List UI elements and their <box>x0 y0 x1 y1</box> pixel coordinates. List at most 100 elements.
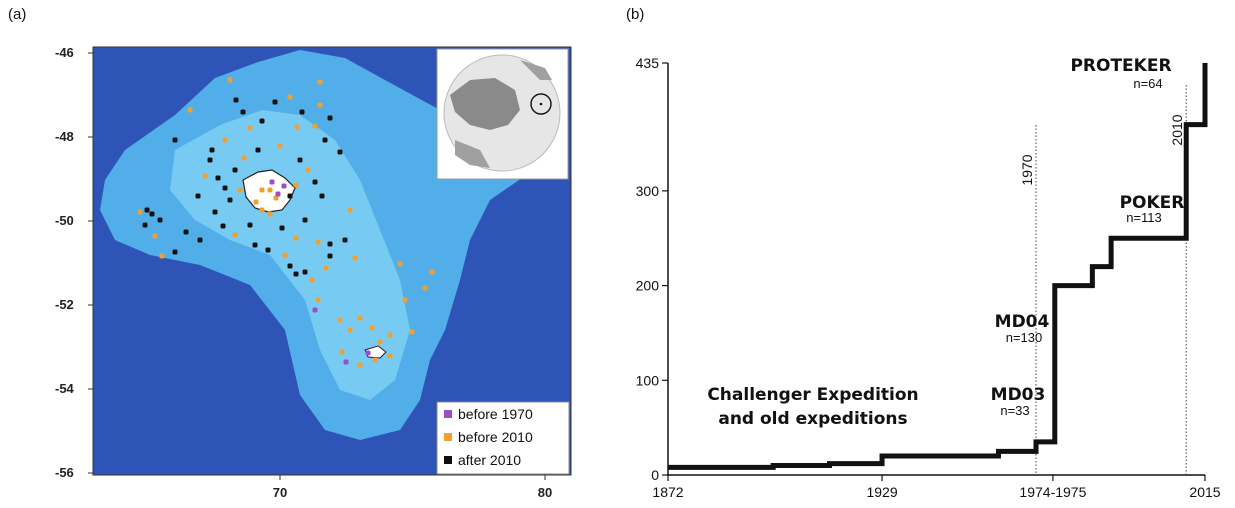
station-dot <box>287 263 293 269</box>
station-dot <box>277 143 283 149</box>
station-dot <box>269 179 275 185</box>
station-dot <box>259 118 265 124</box>
station-dot <box>387 332 393 338</box>
legend-label-after-2010: after 2010 <box>458 452 521 468</box>
station-dot <box>222 185 228 191</box>
station-dot <box>232 167 238 173</box>
station-dot <box>293 182 299 188</box>
station-dot <box>312 123 318 129</box>
station-dot <box>240 109 246 115</box>
station-dot <box>157 217 163 223</box>
station-dot <box>365 350 371 356</box>
panel-a-letter: (a) <box>8 6 27 23</box>
station-dot <box>137 209 143 215</box>
label-challenger-line1: Challenger Expedition <box>707 385 918 405</box>
map-legend: before 1970 before 2010 after 2010 <box>436 401 570 475</box>
station-dot <box>142 222 148 228</box>
station-dot <box>323 265 329 271</box>
station-dot <box>241 155 247 161</box>
station-dot <box>343 359 349 365</box>
station-dot <box>347 207 353 213</box>
label-md04: MD04 <box>995 312 1050 332</box>
station-dot <box>195 193 201 199</box>
station-dot <box>327 241 333 247</box>
station-dot <box>287 94 293 100</box>
station-dot <box>372 357 378 363</box>
station-dot <box>317 102 323 108</box>
location-circle-icon <box>530 93 552 115</box>
legend-swatch-before-2010 <box>444 433 452 441</box>
station-dot <box>209 147 215 153</box>
heard-island <box>364 345 387 359</box>
station-dot <box>377 339 383 345</box>
station-dot <box>281 183 287 189</box>
cumulative-step-line <box>668 63 1208 470</box>
station-dot <box>247 125 253 131</box>
map-y-tick-label: -56 <box>55 465 74 480</box>
station-dot <box>202 173 208 179</box>
x-tick-label: 2015 <box>1189 484 1220 500</box>
station-dot <box>409 329 415 335</box>
station-dot <box>357 315 363 321</box>
station-dot <box>149 211 155 217</box>
map-x-tick-label: 80 <box>538 485 552 500</box>
station-dot <box>215 175 221 181</box>
y-tick-label: 435 <box>636 55 660 71</box>
station-dot <box>327 115 333 121</box>
reference-vline-label: 2010 <box>1169 114 1185 145</box>
station-dot <box>275 191 281 197</box>
station-dot <box>273 195 279 201</box>
station-dot <box>172 249 178 255</box>
y-tick-label: 200 <box>636 278 660 294</box>
station-dot <box>220 223 226 229</box>
panel-b-letter: (b) <box>626 6 645 23</box>
station-dot <box>159 253 165 259</box>
station-dot <box>339 349 345 355</box>
station-dot <box>397 261 403 267</box>
reference-vline-label: 1970 <box>1019 154 1035 185</box>
label-challenger-line2: and old expeditions <box>718 409 907 429</box>
station-dot <box>312 307 318 313</box>
station-dot <box>252 242 258 248</box>
map-frame <box>92 46 572 476</box>
station-dot <box>227 77 233 83</box>
station-dot <box>197 237 203 243</box>
y-tick-label: 100 <box>636 372 660 388</box>
legend-label-before-1970: before 1970 <box>458 406 533 422</box>
station-dot <box>187 107 193 113</box>
label-proteker: PROTEKER <box>1070 56 1171 76</box>
station-dot <box>352 255 358 261</box>
legend-swatch-after-2010 <box>444 456 452 464</box>
map-y-tick-label: -50 <box>55 213 74 228</box>
map-y-tick-label: -48 <box>55 129 74 144</box>
station-dot <box>172 137 178 143</box>
legend-swatch-before-1970 <box>444 410 452 418</box>
station-dot <box>305 167 311 173</box>
station-dot <box>299 109 305 115</box>
cumulative-stations-chart: 1970 2010 0 100 200 300 435 1872 1929 1974-1975 2… <box>636 55 1221 500</box>
station-dot <box>347 327 353 333</box>
x-tick-label: 1929 <box>866 484 897 500</box>
station-dot <box>309 277 315 283</box>
inset-globe <box>436 48 569 180</box>
station-dot <box>233 97 239 103</box>
station-dot <box>255 147 261 153</box>
station-dot <box>152 233 158 239</box>
station-dot <box>287 193 293 199</box>
legend-label-before-2010: before 2010 <box>458 429 533 445</box>
station-dot <box>357 362 363 368</box>
map-x-tick-label: 70 <box>273 485 287 500</box>
station-dot <box>322 137 328 143</box>
y-tick-label: 0 <box>651 467 659 483</box>
station-dot <box>144 207 150 213</box>
station-dot <box>232 232 238 238</box>
station-dot <box>282 252 288 258</box>
label-proteker-n: n=64 <box>1133 76 1162 91</box>
station-dot <box>259 207 265 213</box>
station-dot <box>237 187 243 193</box>
station-dot <box>267 187 273 193</box>
label-md03: MD03 <box>991 385 1046 405</box>
label-md03-n: n=33 <box>1000 403 1029 418</box>
station-dot <box>297 157 303 163</box>
station-dot <box>337 149 343 155</box>
